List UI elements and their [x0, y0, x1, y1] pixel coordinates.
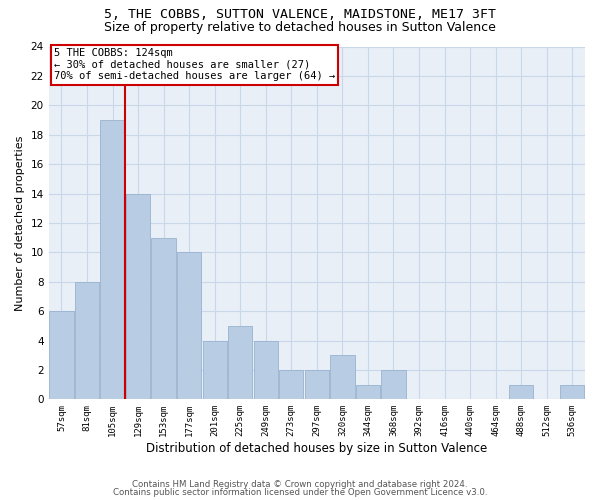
Text: Contains public sector information licensed under the Open Government Licence v3: Contains public sector information licen…	[113, 488, 487, 497]
Bar	[305, 370, 329, 400]
Bar	[279, 370, 304, 400]
Bar	[75, 282, 99, 400]
Text: 5 THE COBBS: 124sqm
← 30% of detached houses are smaller (27)
70% of semi-detach: 5 THE COBBS: 124sqm ← 30% of detached ho…	[54, 48, 335, 82]
Bar	[330, 355, 355, 400]
Bar	[151, 238, 176, 400]
Bar	[382, 370, 406, 400]
Bar	[203, 340, 227, 400]
X-axis label: Distribution of detached houses by size in Sutton Valence: Distribution of detached houses by size …	[146, 442, 487, 455]
Bar	[49, 311, 74, 400]
Bar	[100, 120, 125, 400]
Bar	[560, 384, 584, 400]
Bar	[126, 194, 150, 400]
Y-axis label: Number of detached properties: Number of detached properties	[15, 135, 25, 310]
Bar	[356, 384, 380, 400]
Text: 5, THE COBBS, SUTTON VALENCE, MAIDSTONE, ME17 3FT: 5, THE COBBS, SUTTON VALENCE, MAIDSTONE,…	[104, 8, 496, 20]
Bar	[177, 252, 201, 400]
Text: Contains HM Land Registry data © Crown copyright and database right 2024.: Contains HM Land Registry data © Crown c…	[132, 480, 468, 489]
Bar	[228, 326, 253, 400]
Text: Size of property relative to detached houses in Sutton Valence: Size of property relative to detached ho…	[104, 21, 496, 34]
Bar	[254, 340, 278, 400]
Bar	[509, 384, 533, 400]
